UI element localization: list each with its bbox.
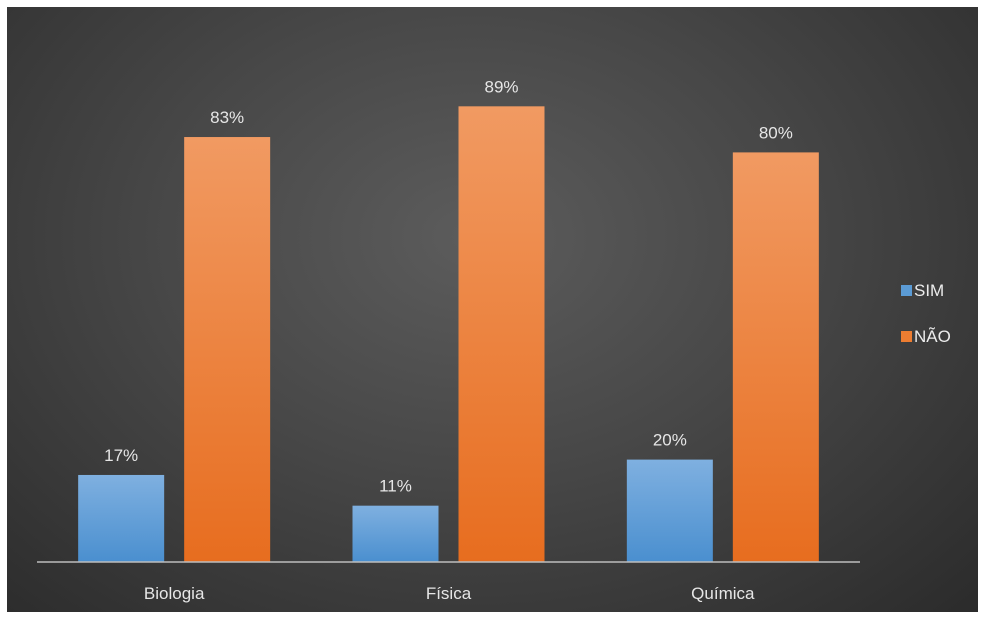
- bar-sim-fisica: [352, 505, 439, 562]
- legend: SIM NÃO: [901, 281, 951, 346]
- bar-sim-biologia: [78, 474, 165, 562]
- x-tick-label-biologia: Biologia: [144, 584, 205, 603]
- bar-nao-fisica: [458, 106, 545, 562]
- x-tick-label-quimica: Química: [691, 584, 755, 603]
- data-label-sim-fisica: 11%: [379, 477, 412, 496]
- data-label-nao-biologia: 83%: [210, 108, 244, 127]
- bars-group: [78, 106, 819, 563]
- x-tick-label-fisica: Física: [426, 584, 472, 603]
- bar-nao-quimica: [732, 152, 819, 562]
- data-label-nao-fisica: 89%: [484, 77, 518, 96]
- bar-nao-biologia: [184, 137, 271, 563]
- legend-swatch-sim: [901, 285, 912, 296]
- data-label-nao-quimica: 80%: [759, 123, 793, 142]
- bar-sim-quimica: [626, 459, 713, 562]
- legend-label-sim: SIM: [914, 281, 944, 300]
- labels-group: 17% 83% Biologia 11% 89% Física 20% 80% Química: [104, 77, 793, 603]
- chart-area: 17% 83% Biologia 11% 89% Física 20% 80% Química …: [7, 7, 978, 612]
- legend-swatch-nao: [901, 331, 912, 342]
- data-label-sim-quimica: 20%: [653, 431, 687, 450]
- data-label-sim-biologia: 17%: [104, 446, 138, 465]
- legend-label-nao: NÃO: [914, 327, 951, 346]
- bar-chart: 17%83%Biologia11%89%Física20%80%Química …: [37, 77, 951, 603]
